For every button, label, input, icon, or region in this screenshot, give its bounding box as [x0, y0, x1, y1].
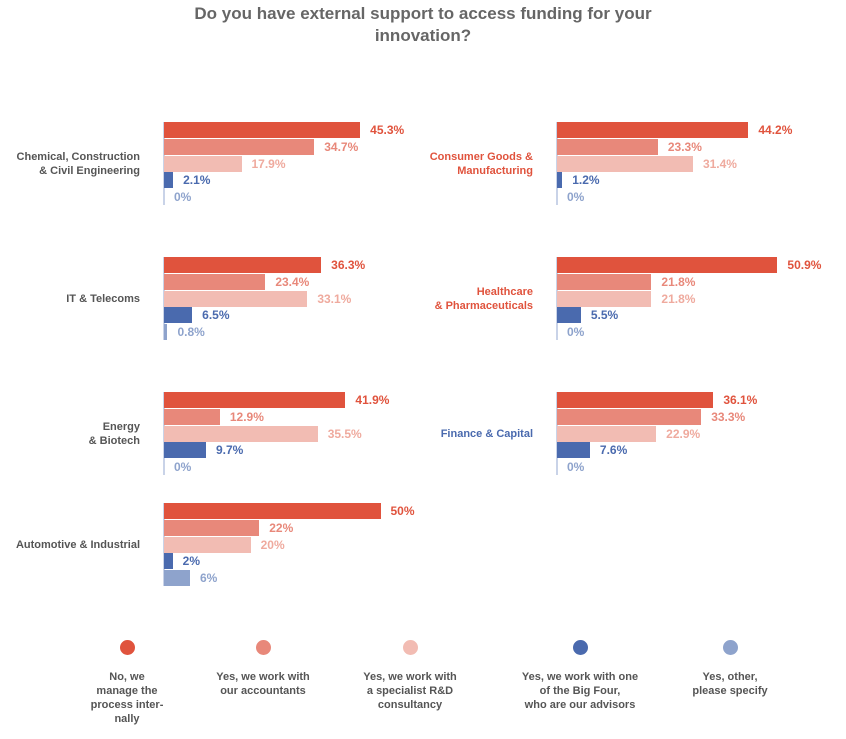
- legend-marker: [402, 640, 418, 655]
- value-label: 17.9%: [251, 156, 286, 171]
- axis-line: [556, 257, 558, 340]
- value-label: 23.3%: [667, 139, 702, 154]
- bar: [164, 519, 260, 536]
- category-label: Energy & Biotech: [88, 421, 140, 447]
- value-label: 6%: [199, 571, 218, 586]
- value-label: 41.9%: [355, 393, 390, 407]
- bar: [557, 122, 749, 138]
- bar: [164, 273, 266, 290]
- bar: [557, 392, 714, 408]
- bar: [164, 257, 322, 273]
- value-label: 2.1%: [183, 173, 211, 188]
- bar: [164, 553, 173, 570]
- bar: [164, 122, 361, 138]
- axis-line: [556, 392, 558, 475]
- value-label: 33.3%: [711, 409, 746, 424]
- chart-title: Do you have external support to access f…: [194, 4, 652, 45]
- category-label: Chemical, Construction & Civil Engineeri…: [16, 151, 140, 177]
- axis-line: [163, 122, 165, 205]
- value-label: 0%: [567, 460, 585, 475]
- value-label: 0%: [567, 325, 585, 340]
- category-label: Consumer Goods & Manufacturing: [429, 151, 533, 177]
- value-label: 1.2%: [572, 173, 600, 188]
- bar: [164, 138, 315, 155]
- bar: [164, 324, 168, 341]
- value-label: 0.8%: [177, 325, 205, 340]
- value-label: 31.4%: [702, 156, 737, 171]
- bar: [164, 570, 190, 587]
- bar: [164, 536, 251, 553]
- value-label: 21.8%: [661, 291, 696, 306]
- bar: [557, 155, 693, 172]
- value-label: 20%: [260, 537, 285, 552]
- legend-label: No, we manage the process inter- nally: [90, 671, 164, 725]
- bar: [557, 425, 657, 442]
- bar: [557, 273, 652, 290]
- bar: [164, 503, 381, 519]
- legend-marker: [722, 640, 738, 655]
- legend-label: Yes, we work with one of the Big Four, w…: [521, 671, 639, 711]
- bar: [557, 290, 652, 307]
- category-label: Automotive & Industrial: [15, 539, 140, 551]
- value-label: 36.1%: [723, 393, 758, 407]
- value-label: 50%: [390, 504, 415, 518]
- legend-label: Yes, we work with a specialist R&D consu…: [363, 671, 457, 711]
- legend-label: Yes, other, please specify: [692, 671, 768, 697]
- bar: [557, 257, 778, 273]
- category-label: Healthcare & Pharmaceuticals: [434, 286, 533, 312]
- value-label: 12.9%: [229, 409, 264, 424]
- bar: [164, 425, 318, 442]
- bar: [557, 307, 581, 324]
- value-label: 7.6%: [599, 443, 628, 458]
- value-label: 44.2%: [758, 123, 793, 137]
- value-label: 9.7%: [216, 443, 244, 458]
- value-label: 34.7%: [324, 139, 359, 154]
- value-label: 23.4%: [275, 274, 310, 289]
- bar: [164, 307, 193, 324]
- axis-line: [163, 392, 165, 475]
- value-label: 36.3%: [331, 258, 366, 272]
- bar: [164, 172, 174, 189]
- bar: [164, 392, 346, 408]
- value-label: 35.5%: [327, 426, 362, 441]
- legend-marker: [119, 640, 135, 655]
- bar: [557, 408, 702, 425]
- category-label: IT & Telecoms: [66, 293, 140, 305]
- legend-label: Yes, we work with our accountants: [216, 671, 310, 697]
- bar: [557, 138, 658, 155]
- bar: [164, 442, 206, 459]
- value-label: 50.9%: [787, 258, 822, 272]
- axis-line: [163, 257, 165, 340]
- value-label: 45.3%: [370, 123, 405, 137]
- bar: [164, 155, 242, 172]
- bar: [164, 408, 220, 425]
- axis-line: [556, 122, 558, 205]
- value-label: 22.9%: [666, 426, 701, 441]
- value-label: 0%: [174, 460, 192, 475]
- value-label: 6.5%: [202, 308, 230, 323]
- legend-marker: [572, 640, 588, 655]
- value-label: 21.8%: [661, 274, 696, 289]
- value-label: 0%: [174, 190, 192, 205]
- category-label: Finance & Capital: [440, 428, 533, 440]
- value-label: 2%: [182, 554, 200, 569]
- value-label: 22%: [269, 520, 294, 535]
- bar: [164, 290, 308, 307]
- value-label: 5.5%: [590, 308, 619, 323]
- axis-line: [163, 503, 165, 586]
- bar: [557, 172, 563, 189]
- value-label: 33.1%: [317, 291, 352, 306]
- value-label: 0%: [567, 190, 585, 205]
- legend-marker: [255, 640, 271, 655]
- bar: [557, 442, 590, 459]
